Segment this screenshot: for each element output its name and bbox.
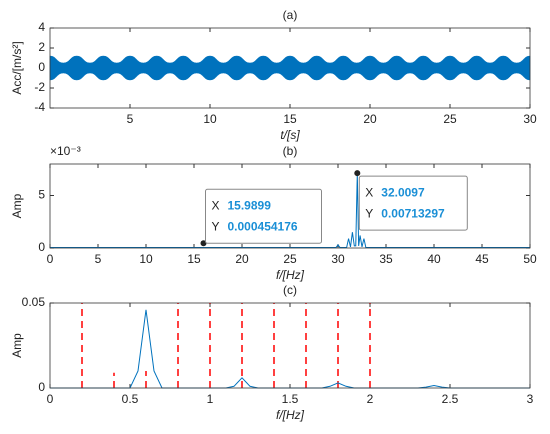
x-tick-label: 40	[427, 252, 441, 266]
x-tick-label: 35	[379, 252, 393, 266]
plot-area	[50, 303, 530, 388]
x-tick-label: 0.5	[122, 392, 139, 406]
chart-title: (a)	[283, 8, 298, 22]
chart-title: (c)	[283, 283, 297, 297]
y-tick-label: 0.05	[22, 295, 46, 309]
y-tick-label: 0	[38, 380, 45, 394]
x-tick-label: 45	[475, 252, 489, 266]
y-exponent-label: ×10⁻³	[50, 144, 81, 158]
y-axis-label: Amp	[10, 333, 24, 358]
chart-title: (b)	[283, 144, 298, 158]
x-tick-label: 50	[523, 252, 537, 266]
x-tick-label: 2	[367, 392, 374, 406]
datatip-x-value: 15.9899	[228, 198, 272, 212]
x-tick-label: 0	[47, 392, 54, 406]
datatip-box	[205, 188, 323, 244]
datatip-point	[354, 170, 361, 177]
spectrum-line	[50, 173, 530, 248]
axes-frame	[49, 163, 531, 249]
x-tick-label: 25	[283, 252, 297, 266]
datatip-box	[358, 175, 468, 231]
datatip-x-value: 32.0097	[381, 185, 425, 199]
y-axis-label: Amp	[10, 193, 24, 218]
datatip-x-name: X	[365, 185, 373, 199]
y-tick-label: 5	[38, 188, 45, 202]
y-tick-label: 0	[38, 240, 45, 254]
axes-frame	[49, 27, 531, 109]
x-tick-label: 25	[443, 112, 457, 126]
y-axis-label: Acc/[m/s²]	[10, 41, 24, 94]
x-tick-label: 10	[203, 112, 217, 126]
x-axis-label: f/[Hz]	[276, 268, 305, 282]
datatip-point	[200, 240, 207, 247]
x-tick-label: 20	[363, 112, 377, 126]
x-tick-label: 15	[283, 112, 297, 126]
axes-frame	[49, 302, 531, 389]
x-axis-label: t/[s]	[280, 128, 300, 142]
x-tick-label: 5	[95, 252, 102, 266]
x-tick-label: 10	[139, 252, 153, 266]
x-tick-label: 2.5	[442, 392, 459, 406]
datatip-y-value: 0.00713297	[381, 206, 445, 220]
y-tick-label: 4	[38, 20, 45, 34]
y-tick-label: 2	[38, 40, 45, 54]
datatip-y-name: Y	[212, 219, 220, 233]
x-tick-label: 0	[47, 252, 54, 266]
datatip-y-name: Y	[365, 206, 373, 220]
x-tick-label: 30	[523, 112, 537, 126]
x-tick-label: 30	[331, 252, 345, 266]
x-tick-label: 20	[235, 252, 249, 266]
x-tick-label: 1	[207, 392, 214, 406]
datatip-x-name: X	[212, 198, 220, 212]
x-tick-label: 5	[127, 112, 134, 126]
x-axis-label: f/[Hz]	[276, 408, 305, 422]
y-tick-label: -2	[34, 80, 45, 94]
y-tick-label: 0	[38, 60, 45, 74]
x-tick-label: 1.5	[282, 392, 299, 406]
x-tick-label: 3	[527, 392, 534, 406]
datatip-y-value: 0.000454176	[228, 219, 298, 233]
y-tick-label: -4	[34, 100, 45, 114]
x-tick-label: 15	[187, 252, 201, 266]
